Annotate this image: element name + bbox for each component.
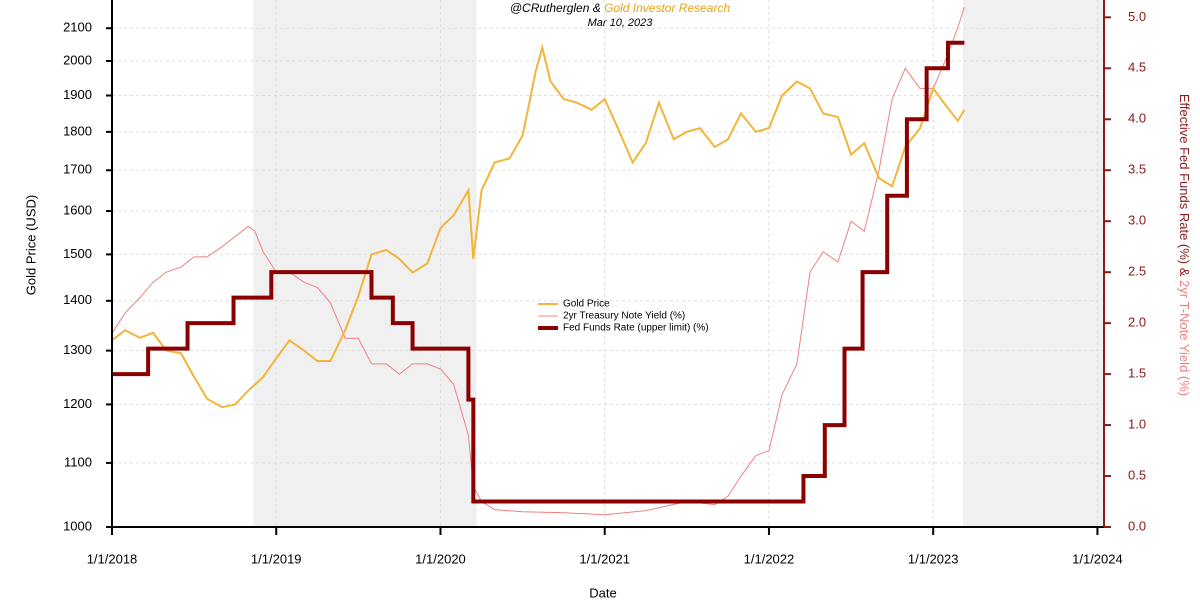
y2-tick-label: 2.0 — [1128, 315, 1146, 330]
y2-label-part: Effective Fed Funds Rate (%) & — [1177, 94, 1192, 277]
subtitle-part: @CRutherglen & — [510, 1, 601, 15]
y2-tick-label: 0.0 — [1128, 518, 1146, 533]
x-axis-label: Date — [589, 585, 616, 600]
legend-label: 2yr Treasury Note Yield (%) — [563, 311, 685, 322]
y-tick-label: 1300 — [63, 342, 92, 357]
shaded-span — [253, 0, 477, 527]
y2-tick-label: 4.5 — [1128, 60, 1146, 75]
legend-label: Fed Funds Rate (upper limit) (%) — [563, 323, 709, 334]
chart-subtitle: @CRutherglen & Gold Investor Research — [510, 1, 731, 15]
x-tick-label: 1/1/2019 — [251, 551, 302, 566]
y2-label-part: 2yr T-Note Yield (%) — [1177, 280, 1192, 396]
y2-tick-label: 1.0 — [1128, 417, 1146, 432]
x-tick-label: 1/1/2024 — [1072, 551, 1123, 566]
y2-axis-label: Effective Fed Funds Rate (%) & 2yr T-Not… — [1177, 94, 1192, 396]
subtitle-part: Gold Investor Research — [604, 1, 730, 15]
y2-tick-label: 4.0 — [1128, 111, 1146, 126]
y-tick-label: 2000 — [63, 52, 92, 67]
x-tick-label: 1/1/2023 — [908, 551, 959, 566]
y-tick-label: 1700 — [63, 162, 92, 177]
series-line — [111, 6, 965, 516]
y2-tick-label: 0.5 — [1128, 467, 1146, 482]
chart-date: Mar 10, 2023 — [588, 17, 654, 29]
y2-tick-label: 3.0 — [1128, 213, 1146, 228]
y-tick-label: 1800 — [63, 123, 92, 138]
y-tick-label: 1500 — [63, 246, 92, 261]
x-tick-label: 1/1/2022 — [744, 551, 795, 566]
y-tick-label: 1400 — [63, 292, 92, 307]
x-tick-label: 1/1/2020 — [415, 551, 466, 566]
series-line — [111, 43, 966, 409]
y2-tick-label: 2.5 — [1128, 264, 1146, 279]
y2-tick-label: 1.5 — [1128, 366, 1146, 381]
legend-label: Gold Price — [563, 299, 610, 310]
series-line — [112, 40, 965, 504]
y-axis-label: Gold Price (USD) — [23, 195, 38, 295]
y-tick-label: 1600 — [63, 202, 92, 217]
y-tick-label: 1200 — [63, 396, 92, 411]
x-tick-label: 1/1/2021 — [579, 551, 630, 566]
x-tick-label: 1/1/2018 — [87, 551, 138, 566]
y2-tick-label: 5.0 — [1128, 9, 1146, 24]
y-tick-label: 1100 — [64, 454, 92, 469]
y-tick-label: 1900 — [63, 87, 92, 102]
y-tick-label: 2100 — [63, 20, 92, 35]
y-tick-label: 1000 — [63, 518, 92, 533]
shaded-span — [962, 0, 1104, 527]
y2-tick-label: 3.5 — [1128, 162, 1146, 177]
